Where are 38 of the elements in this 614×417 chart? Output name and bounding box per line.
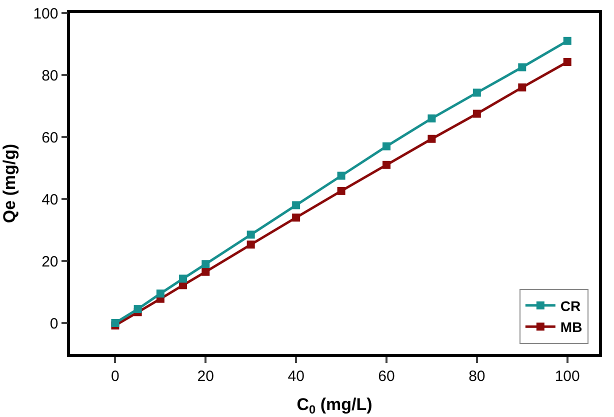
point: [179, 274, 188, 283]
y-tick-label: 20: [42, 253, 58, 270]
x-tick-label: 20: [197, 368, 214, 385]
x-tick-label: 80: [468, 368, 486, 385]
point: [246, 230, 255, 239]
x-axis-title: C$_{0}$ (mg/L): [296, 395, 372, 417]
point: [246, 240, 255, 249]
legend-label: CR: [560, 298, 581, 314]
point: [134, 305, 142, 314]
point: [563, 58, 572, 66]
y-tick-label: 60: [42, 129, 58, 146]
point: [563, 36, 572, 45]
point: [202, 268, 210, 276]
y-tick-label: 0: [50, 315, 58, 332]
point: [518, 63, 526, 72]
y-tick-label: 100: [33, 5, 58, 22]
x-tick-label: 40: [288, 368, 304, 385]
point: [382, 142, 390, 150]
y-axis-title: Qe (mg/g): [0, 144, 19, 224]
point: [428, 114, 436, 122]
legend-label: MB: [560, 319, 582, 336]
x-tick-label: 60: [378, 368, 395, 385]
point: [202, 260, 210, 268]
point: [428, 134, 436, 143]
point: [337, 172, 346, 180]
point: [156, 290, 164, 298]
point: [292, 214, 300, 222]
x-tick-label: 100: [554, 368, 580, 385]
point: [111, 319, 120, 327]
point: [472, 110, 481, 118]
x-tick-label: 0: [111, 368, 120, 385]
point: [382, 160, 390, 169]
point: [292, 201, 300, 210]
point: [337, 186, 346, 195]
point: [472, 88, 481, 97]
y-tick-label: 80: [42, 67, 58, 84]
point: [518, 83, 526, 92]
y-tick-label: 40: [42, 191, 58, 208]
